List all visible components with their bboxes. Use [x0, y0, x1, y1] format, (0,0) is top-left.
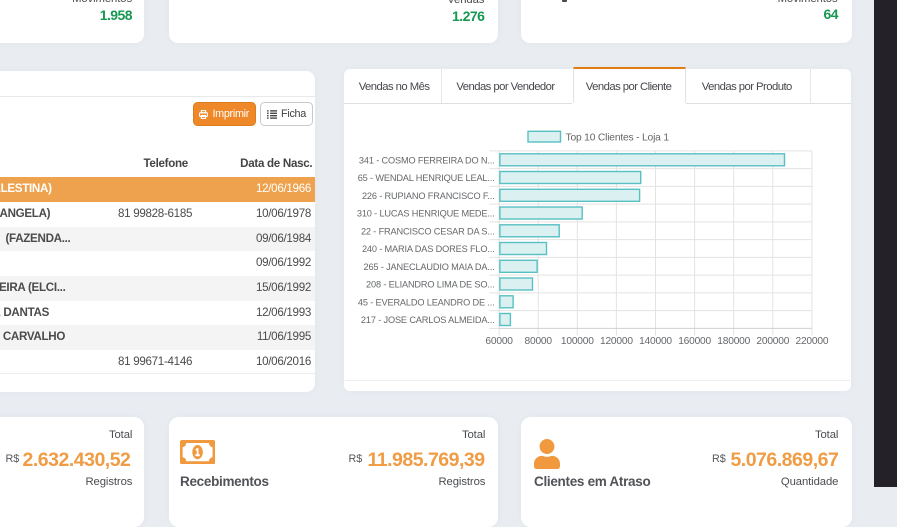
svg-text:226 - RUPIANO FRANCISCO F...: 226 - RUPIANO FRANCISCO F...: [362, 191, 495, 201]
svg-text:220000: 220000: [796, 336, 829, 347]
svg-text:341 - COSMO FERREIRA DO N...: 341 - COSMO FERREIRA DO N...: [359, 155, 495, 165]
svg-text:65 - WENDAL HENRIQUE LEAL...: 65 - WENDAL HENRIQUE LEAL...: [358, 173, 495, 183]
svg-text:310 - LUCAS HENRIQUE MEDE...: 310 - LUCAS HENRIQUE MEDE...: [357, 209, 495, 219]
svg-text:265 - JANECLAUDIO MAIA DA...: 265 - JANECLAUDIO MAIA DA...: [363, 262, 494, 272]
svg-text:208 - ELIANDRO LIMA DE SO...: 208 - ELIANDRO LIMA DE SO...: [366, 280, 495, 290]
svg-text:217 - JOSE CARLOS ALMEIDA...: 217 - JOSE CARLOS ALMEIDA...: [361, 315, 495, 325]
svg-text:120000: 120000: [600, 336, 633, 347]
svg-text:140000: 140000: [639, 336, 672, 347]
svg-text:160000: 160000: [678, 336, 711, 347]
svg-text:45 - EVERALDO LEANDRO DE ...: 45 - EVERALDO LEANDRO DE ...: [358, 297, 495, 307]
svg-text:180000: 180000: [717, 336, 750, 347]
svg-text:240 - MARIA DAS DORES FLO...: 240 - MARIA DAS DORES FLO...: [362, 244, 495, 254]
svg-text:Top 10 Clientes - Loja 1: Top 10 Clientes - Loja 1: [566, 133, 670, 144]
svg-text:100000: 100000: [561, 336, 594, 347]
svg-text:22 - FRANCISCO CESAR DA S...: 22 - FRANCISCO CESAR DA S...: [361, 226, 495, 236]
svg-text:80000: 80000: [525, 336, 553, 347]
svg-text:60000: 60000: [485, 336, 513, 347]
svg-text:200000: 200000: [756, 336, 789, 347]
